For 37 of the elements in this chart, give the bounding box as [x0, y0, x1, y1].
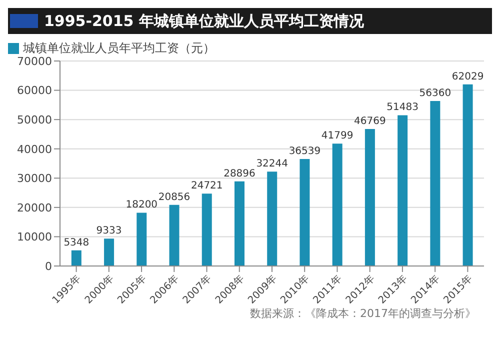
y-tick-label: 50000 — [17, 113, 52, 126]
y-tick-label: 0 — [45, 260, 52, 273]
data-label: 51483 — [386, 102, 418, 114]
data-label: 56360 — [419, 88, 452, 99]
bar — [202, 194, 212, 266]
data-label: 46769 — [354, 116, 386, 128]
data-label: 62029 — [452, 71, 484, 82]
bar — [234, 181, 244, 266]
y-tick-label: 70000 — [17, 54, 52, 68]
bar — [71, 250, 82, 266]
bar — [104, 238, 114, 266]
bar — [136, 212, 147, 266]
chart-title: 1995-2015 年城镇单位就业人员平均工资情况 — [44, 12, 364, 30]
data-label: 20856 — [158, 192, 190, 203]
y-tick-label: 20000 — [17, 201, 52, 214]
legend-label: 城镇单位就业人员年平均工资（元） — [23, 41, 215, 55]
bar — [430, 100, 440, 266]
data-label: 36539 — [288, 146, 321, 157]
y-tick-label: 30000 — [17, 172, 52, 186]
data-label: 5348 — [64, 237, 90, 248]
data-label: 32244 — [256, 158, 288, 170]
data-label: 9333 — [96, 226, 122, 237]
bar — [462, 84, 473, 266]
data-label: 28896 — [224, 168, 256, 180]
bar — [169, 204, 180, 266]
bar — [267, 172, 278, 266]
y-tick-label: 60000 — [17, 84, 52, 98]
data-label: 24721 — [190, 180, 223, 192]
data-label: 18200 — [126, 200, 158, 211]
bar — [398, 115, 408, 266]
bar — [300, 158, 310, 266]
y-tick-label: 10000 — [17, 230, 52, 244]
source-note: 数据来源：《降成本：2017年的调查与分析》 — [249, 306, 477, 321]
y-tick-label: 40000 — [17, 142, 52, 156]
data-label: 41799 — [321, 130, 354, 142]
bar — [332, 144, 342, 266]
bar — [364, 129, 375, 266]
